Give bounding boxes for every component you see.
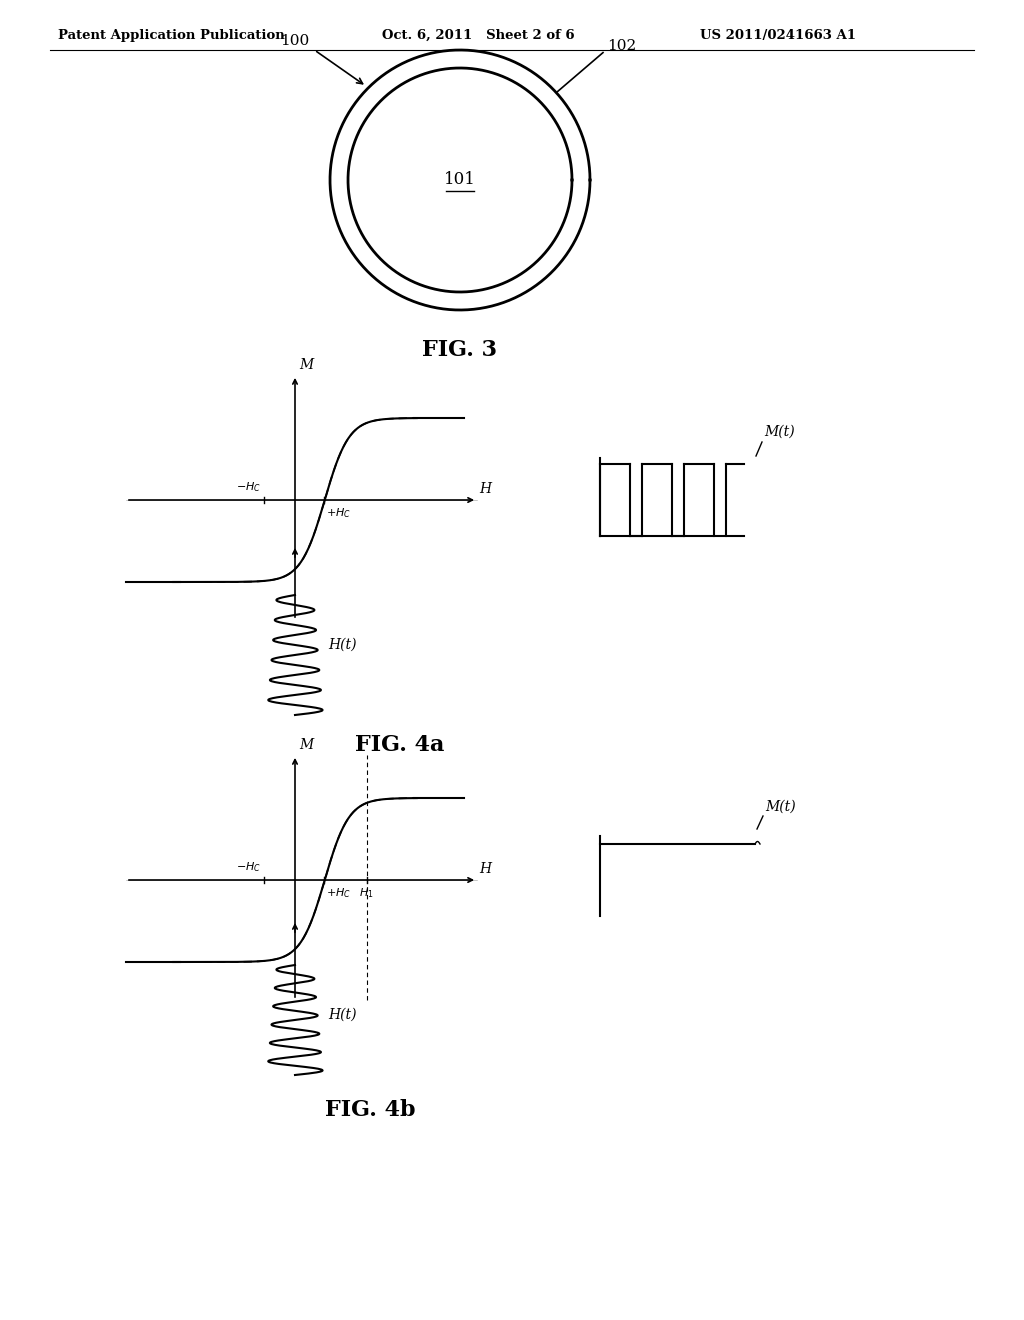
Text: M(t): M(t) [765, 800, 796, 814]
Text: $-H_C$: $-H_C$ [237, 480, 261, 494]
Text: M: M [299, 358, 313, 372]
Text: FIG. 3: FIG. 3 [423, 339, 498, 360]
Text: 102: 102 [607, 38, 636, 53]
Text: $+H_C$: $+H_C$ [326, 886, 350, 900]
Text: 101: 101 [444, 172, 476, 189]
Text: M(t): M(t) [764, 425, 795, 440]
Text: FIG. 4b: FIG. 4b [325, 1100, 416, 1121]
Text: H: H [479, 482, 492, 496]
Text: $-H_C$: $-H_C$ [237, 861, 261, 874]
Text: $+H_C$: $+H_C$ [326, 506, 350, 520]
Text: H(t): H(t) [328, 1008, 356, 1022]
Text: H(t): H(t) [328, 638, 356, 652]
Text: Patent Application Publication: Patent Application Publication [58, 29, 285, 41]
Text: 100: 100 [281, 34, 309, 48]
Text: Oct. 6, 2011   Sheet 2 of 6: Oct. 6, 2011 Sheet 2 of 6 [382, 29, 574, 41]
Text: M: M [299, 738, 313, 752]
Text: H: H [479, 862, 492, 876]
Text: US 2011/0241663 A1: US 2011/0241663 A1 [700, 29, 856, 41]
Text: FIG. 4a: FIG. 4a [355, 734, 444, 756]
Text: $H_1$: $H_1$ [359, 886, 374, 900]
